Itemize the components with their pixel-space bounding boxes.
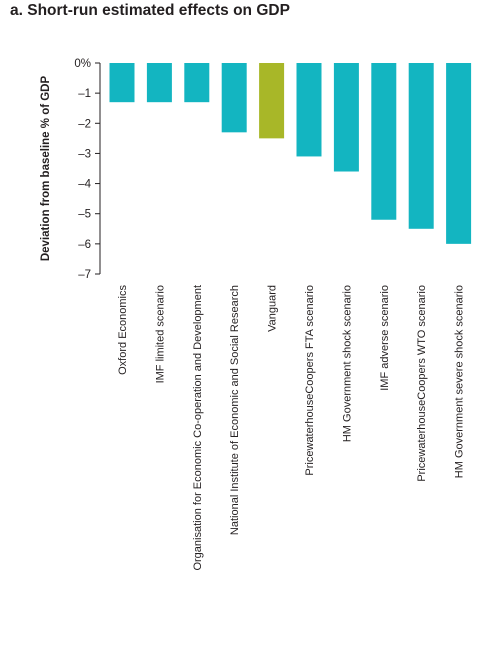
y-tick-label: –4 <box>78 179 91 191</box>
category-label: PricewaterhouseCoopers FTA scenario <box>304 285 316 476</box>
bar <box>371 63 397 220</box>
category-label: IMF adverse scenario <box>379 285 391 391</box>
category-label: HM Government severe shock scenario <box>454 285 466 478</box>
bars <box>109 63 472 244</box>
y-tick-label: –3 <box>78 148 91 160</box>
category-label: Organisation for Economic Co-operation a… <box>192 285 204 571</box>
y-tick-label: –1 <box>78 88 91 100</box>
y-tick-label: –5 <box>78 209 91 221</box>
category-label: PricewaterhouseCoopers WTO scenario <box>416 285 428 482</box>
category-label: Oxford Economics <box>117 285 129 375</box>
y-tick-label: –2 <box>78 118 91 130</box>
bar <box>296 63 322 157</box>
category-labels: Oxford Economics IMF limited scenario Orga… <box>117 285 466 571</box>
category-label: Vanguard <box>267 285 279 332</box>
y-tick-label: –7 <box>78 269 91 281</box>
y-axis-label: Deviation from baseline % of GDP <box>40 76 52 262</box>
y-tick-label: –6 <box>78 239 91 251</box>
y-tick-label: 0% <box>74 58 91 70</box>
bar <box>109 63 135 103</box>
bar <box>446 63 472 244</box>
bar <box>408 63 434 229</box>
category-label: IMF limited scenario <box>154 285 166 383</box>
bar <box>333 63 359 172</box>
category-label: HM Government shock scenario <box>341 285 353 442</box>
bar <box>146 63 172 103</box>
bar <box>184 63 210 103</box>
bar <box>221 63 247 133</box>
chart-title: a. Short-run estimated effects on GDP <box>10 2 290 19</box>
category-label: National Institute of Economic and Socia… <box>229 285 241 535</box>
bar <box>259 63 285 139</box>
y-axis-ticks: 0% –1 –2 –3 –4 –5 –6 –7 <box>74 58 100 281</box>
